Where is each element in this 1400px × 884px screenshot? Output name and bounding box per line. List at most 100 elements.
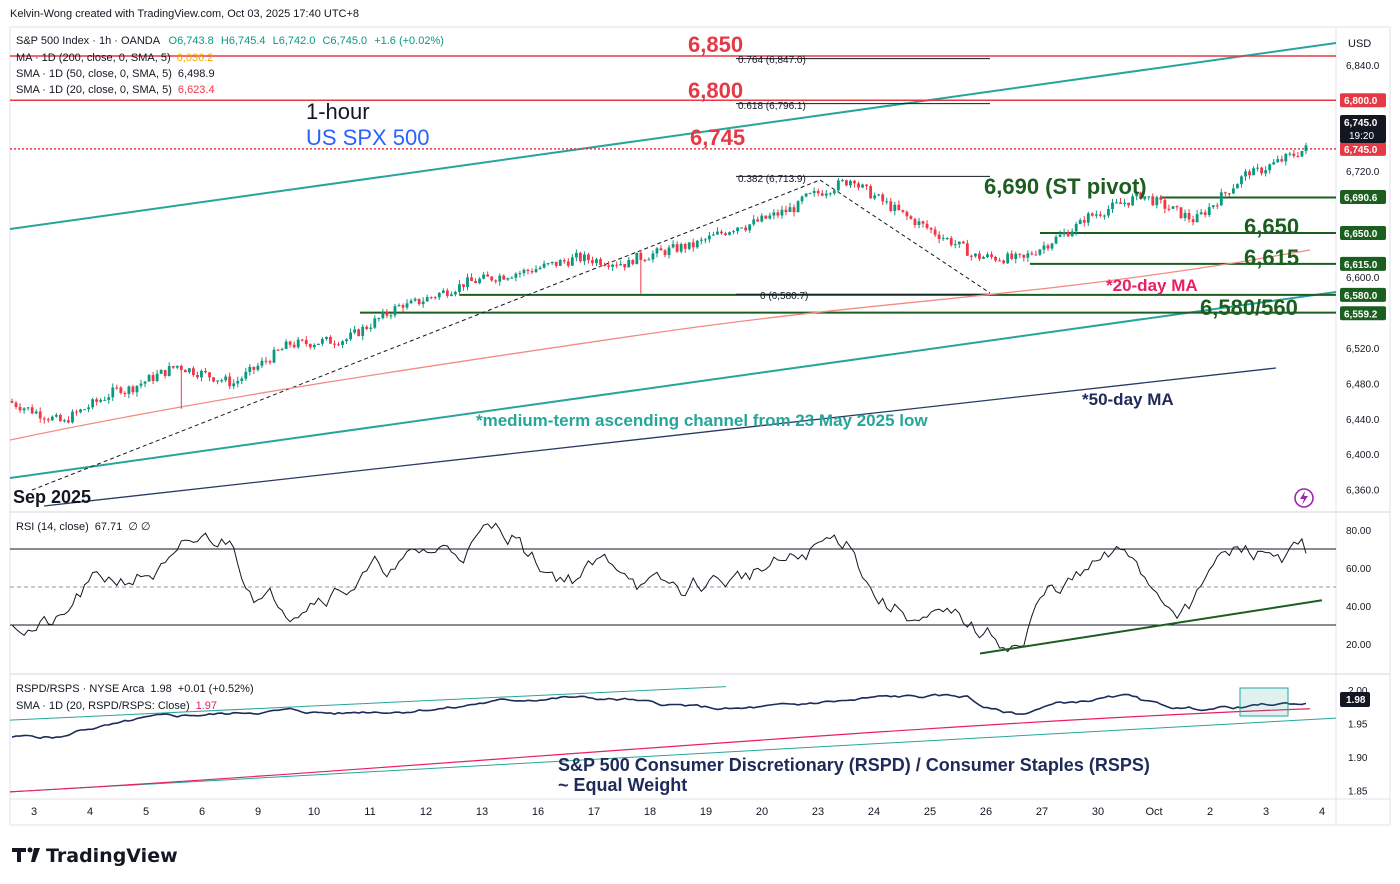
candle-body: [466, 277, 469, 287]
candle-body: [67, 420, 70, 423]
price-tag: [1340, 256, 1386, 271]
ratio-axis[interactable]: 2.00 1.95 1.90 1.85: [1348, 686, 1368, 798]
candle-body: [429, 297, 433, 299]
candle-body: [381, 311, 385, 319]
candle-body: [961, 241, 965, 244]
candle-body: [978, 253, 981, 259]
candle-body: [587, 254, 590, 261]
channel-upper-line: [10, 42, 1336, 230]
price-tag: [1340, 287, 1386, 302]
candle-body: [631, 260, 635, 265]
candle-body: [659, 248, 663, 251]
candle-body: [191, 368, 195, 375]
time-tick-label: 25: [924, 806, 936, 818]
time-axis[interactable]: 3 4 5 6 9 10 11 12 13 16 17 18 19 20 23 24 25 26 27 30 Oct 2 3…: [31, 806, 1325, 818]
ratio-legend-change: +0.01 (+0.52%): [178, 683, 254, 695]
ratio-legend-name: RSPD/RSPS · NYSE Arca: [16, 683, 145, 695]
candle-body: [1171, 206, 1175, 209]
candle-body: [433, 297, 437, 299]
candle-body: [824, 193, 828, 196]
time-tick-label: 5: [143, 806, 149, 818]
candle-body: [147, 375, 151, 382]
ratio-line[interactable]: [10, 686, 1336, 793]
candle-body: [196, 374, 199, 378]
time-tick-label: 3: [31, 806, 37, 818]
candle-body: [647, 259, 651, 261]
candle-body: [135, 385, 139, 393]
ratio-curve: [11, 693, 1307, 740]
candle-body: [1223, 192, 1227, 194]
time-tick-label: 4: [1319, 806, 1325, 818]
price-axis[interactable]: 6,360.0 6,400.0 6,440.0 6,480.0 6,520.0 6,600…: [1340, 61, 1386, 497]
candle-body: [853, 180, 856, 184]
alert-icon[interactable]: [1294, 488, 1314, 508]
rsi-line[interactable]: [10, 522, 1336, 655]
last-price-tag: 6,745.0 19:20: [1340, 115, 1386, 143]
candle-body: [619, 264, 623, 266]
candle-body: [1155, 197, 1159, 206]
candle-body: [421, 301, 425, 305]
tradingview-logo[interactable]: TradingView: [12, 845, 178, 867]
candle-body: [151, 375, 155, 382]
price-tick-label: 6,360.0: [1346, 486, 1380, 497]
price-tag: [1340, 93, 1386, 108]
time-tick-label: 18: [644, 806, 656, 818]
candle-body: [772, 212, 776, 216]
time-tick-label: 4: [87, 806, 93, 818]
rsi-tick-label: 60.00: [1346, 564, 1371, 575]
price-tag-label: 6,745.0: [1344, 145, 1378, 156]
ratio-legend: RSPD/RSPS · NYSE Arca 1.98 +0.01 (+0.52%) …: [16, 683, 254, 712]
candle-body: [510, 277, 514, 279]
candle-body: [703, 239, 707, 241]
ratio-tick-label: 1.90: [1348, 753, 1368, 764]
candle-body: [913, 218, 917, 226]
candle-body: [869, 186, 873, 199]
candle-body: [1006, 253, 1010, 264]
rsi-legend-value: 67.71: [95, 521, 123, 533]
candle-body: [889, 201, 893, 211]
candle-body: [808, 193, 812, 195]
time-tick-label: 9: [255, 806, 261, 818]
candle-body: [54, 414, 58, 417]
candle-body: [240, 378, 244, 382]
candlestick-series[interactable]: [10, 142, 1308, 424]
candle-body: [1143, 196, 1147, 200]
candle-body: [482, 274, 486, 279]
candle-body: [1050, 243, 1054, 249]
currency-label[interactable]: USD: [1348, 38, 1371, 50]
candle-body: [820, 193, 824, 196]
candle-body: [663, 250, 667, 256]
candle-body: [333, 343, 336, 345]
price-tick-label: 6,720.0: [1346, 167, 1380, 178]
time-tick-label: 20: [756, 806, 768, 818]
price-tag-label: 6,690.6: [1344, 193, 1378, 204]
candle-body: [1078, 220, 1082, 224]
rsi-legend-name: RSI (14, close): [16, 521, 89, 533]
candle-body: [1215, 205, 1219, 207]
candle-body: [832, 190, 836, 194]
candle-body: [1115, 202, 1118, 204]
candle-body: [71, 411, 74, 423]
candle-body: [1304, 145, 1308, 151]
sma50-legend: SMA · 1D (50, close, 0, SMA, 5): [16, 68, 172, 80]
candle-body: [683, 244, 687, 249]
candle-body: [1159, 197, 1163, 200]
tv-logo-icon: [12, 848, 26, 862]
ratio-caption-sub: ~ Equal Weight: [558, 775, 687, 795]
candle-body: [1240, 176, 1243, 185]
instrument-title: US SPX 500: [306, 125, 430, 150]
candle-body: [917, 221, 921, 226]
candle-body: [1276, 159, 1280, 163]
candle-body: [1042, 245, 1046, 250]
candle-body: [881, 194, 885, 202]
candle-body: [1074, 223, 1078, 232]
candle-body: [478, 278, 482, 283]
legend-open: O6,743.8: [169, 35, 214, 47]
candle-body: [357, 329, 361, 337]
candle-body: [969, 255, 973, 257]
price-tick-label: 6,520.0: [1346, 344, 1380, 355]
candle-body: [522, 269, 526, 274]
rsi-axis[interactable]: 80.00 60.00 40.00 20.00: [1346, 526, 1371, 651]
sma50-value: 6,498.9: [178, 68, 215, 80]
candle-body: [10, 401, 14, 403]
